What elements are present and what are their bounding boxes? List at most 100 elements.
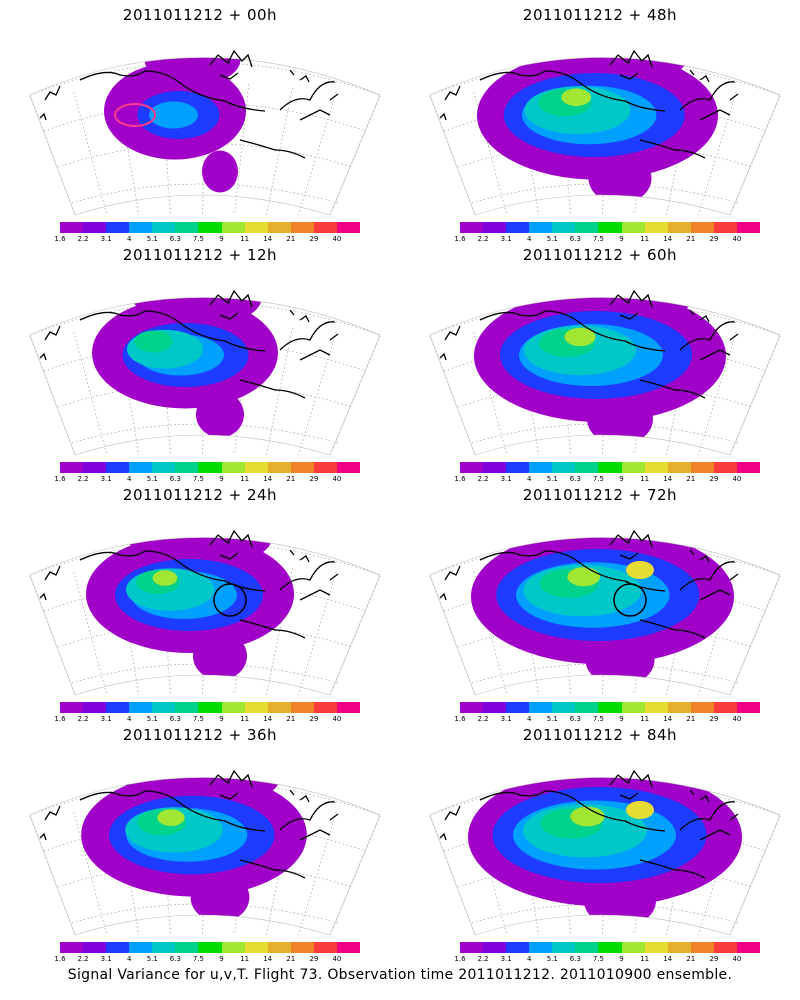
colorbar-swatch [529, 222, 553, 233]
colorbar-swatch [129, 462, 153, 473]
colorbar-tick-label: 3.1 [500, 235, 512, 243]
colorbar-tick-label: 14 [663, 715, 673, 723]
colorbar-swatch [621, 942, 645, 953]
colorbar-swatch [336, 702, 361, 713]
colorbar-swatch [529, 462, 553, 473]
colorbar-tick-label: 29 [709, 475, 719, 483]
colorbar-swatch [529, 942, 553, 953]
colorbar-tick-label: 14 [663, 235, 673, 243]
colorbar-swatch [198, 462, 222, 473]
colorbar-swatch [313, 702, 337, 713]
colorbar-swatch [129, 222, 153, 233]
colorbar [60, 462, 361, 473]
colorbar-tick-label: 21 [286, 955, 296, 963]
colorbar-swatch [506, 222, 530, 233]
colorbar-tick-label: 9 [219, 955, 224, 963]
colorbar-swatch [290, 462, 314, 473]
colorbar-swatch [483, 462, 507, 473]
colorbar-swatch [483, 222, 507, 233]
colorbar-labels: 1.6 2.2 3.1 4 5.1 6.3 7.5 9 11 14 21 29 40 [454, 715, 760, 724]
colorbar-swatch [667, 222, 691, 233]
forecast-panel: 2011011212 + 24h 1.6 2.2 3.1 4 5.1 6.3 7.5 9 11 14… [0, 480, 400, 725]
colorbar-swatch [552, 702, 576, 713]
colorbar-swatch [621, 222, 645, 233]
colorbar-swatch [713, 702, 737, 713]
colorbar-tick-label: 4 [526, 955, 532, 963]
colorbar-tick-label: 7.5 [192, 235, 205, 243]
colorbar-tick-label: 9 [619, 475, 624, 483]
figure-caption: Signal Variance for u,v,T. Flight 73. Ob… [67, 967, 733, 983]
colorbar-tick-label: 21 [686, 235, 696, 243]
colorbar-swatch [152, 702, 176, 713]
colorbar-swatch [644, 702, 668, 713]
colorbar-tick-label: 2.2 [477, 235, 489, 243]
colorbar-tick-label: 11 [640, 715, 650, 723]
colorbar-tick-label: 40 [332, 475, 342, 483]
colorbar-labels: 1.6 2.2 3.1 4 5.1 6.3 7.5 9 11 14 21 29 40 [54, 475, 360, 484]
colorbar-tick-label: 7.5 [192, 475, 205, 483]
colorbar-tick-label: 14 [663, 955, 673, 963]
colorbar-swatch [529, 702, 553, 713]
colorbar-swatch [83, 702, 107, 713]
colorbar-tick-label: 4 [126, 715, 132, 723]
colorbar-tick-label: 4 [526, 715, 532, 723]
colorbar-tick-label: 29 [309, 955, 319, 963]
colorbar-swatch [552, 942, 576, 953]
colorbar-swatch [290, 942, 314, 953]
colorbar-swatch [667, 942, 691, 953]
colorbar-swatch [290, 222, 314, 233]
colorbar-swatch [129, 942, 153, 953]
colorbar-tick-label: 14 [663, 475, 673, 483]
colorbar-tick-label: 9 [619, 235, 624, 243]
colorbar-swatch [106, 942, 130, 953]
colorbar-tick-label: 21 [686, 955, 696, 963]
forecast-panel: 2011011212 + 84h 1.6 2.2 3.1 4 5.1 6.3 7.5 9 11 14… [400, 720, 800, 965]
colorbar-swatch [621, 462, 645, 473]
forecast-panel: 2011011212 + 36h 1.6 2.2 3.1 4 5.1 6.3 7.5 9 11 14… [0, 720, 400, 965]
colorbar-tick-label: 1.6 [54, 475, 66, 483]
colorbar-swatch [506, 462, 530, 473]
variance-field [477, 57, 718, 204]
colorbar-tick-label: 5.1 [146, 235, 158, 243]
colorbar-tick-label: 40 [732, 235, 742, 243]
colorbar [60, 942, 361, 953]
colorbar-swatch [244, 222, 268, 233]
colorbar-tick-label: 11 [240, 475, 250, 483]
observation-ellipse [114, 103, 156, 127]
coastlines [39, 769, 339, 879]
colorbar-swatch [598, 702, 622, 713]
colorbar-tick-label: 29 [709, 715, 719, 723]
colorbar-swatch [644, 462, 668, 473]
colorbar-swatch [152, 462, 176, 473]
variance-field [81, 777, 307, 922]
colorbar-tick-label: 5.1 [546, 715, 558, 723]
colorbar-tick-label: 1.6 [54, 955, 66, 963]
colorbar-swatch [221, 462, 245, 473]
colorbar-tick-label: 6.3 [569, 955, 581, 963]
colorbar-tick-label: 14 [263, 235, 273, 243]
colorbar-tick-label: 4 [126, 235, 132, 243]
colorbar-tick-label: 7.5 [192, 715, 205, 723]
colorbar-tick-label: 9 [219, 235, 224, 243]
colorbar-swatch [736, 702, 761, 713]
colorbar-swatch [713, 462, 737, 473]
colorbar-tick-label: 29 [309, 715, 319, 723]
coastlines [39, 529, 339, 639]
colorbar-tick-label: 1.6 [54, 715, 66, 723]
panel-title: 2011011212 + 36h [122, 726, 278, 744]
colorbar-swatch [83, 222, 107, 233]
colorbar [60, 222, 361, 233]
colorbar-swatch [506, 942, 530, 953]
coastlines [439, 529, 739, 639]
colorbar-tick-label: 7.5 [592, 955, 605, 963]
colorbar-swatch [290, 702, 314, 713]
forecast-panel: 2011011212 + 60h 1.6 2.2 3.1 4 5.1 6.3 7.5 9 11 14… [400, 240, 800, 485]
colorbar-swatch [552, 222, 576, 233]
colorbar-tick-label: 9 [219, 475, 224, 483]
coastlines [439, 289, 739, 399]
colorbar-tick-label: 1.6 [454, 235, 466, 243]
colorbar [460, 462, 761, 473]
colorbar-swatch [175, 702, 199, 713]
variance-map [29, 289, 381, 456]
colorbar-swatch [690, 702, 714, 713]
